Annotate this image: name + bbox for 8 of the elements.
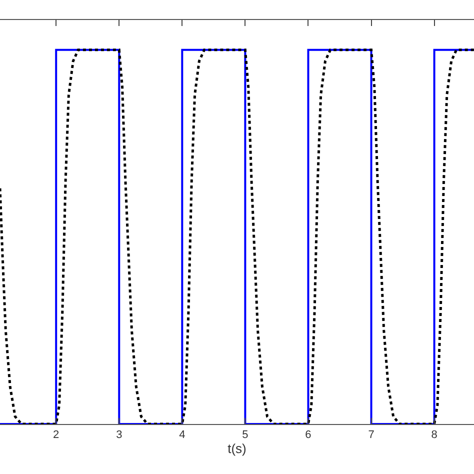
x-tick-label: 6 — [305, 429, 312, 442]
x-tick-label: 2 — [53, 429, 60, 442]
x-tick-label: 7 — [368, 429, 374, 442]
x-tick-label: 4 — [179, 429, 186, 442]
x-tick-label: 5 — [242, 429, 248, 442]
x-axis-title: t(s) — [228, 441, 246, 456]
x-tick-label: 3 — [116, 429, 122, 442]
x-tick-label: 8 — [431, 429, 438, 442]
